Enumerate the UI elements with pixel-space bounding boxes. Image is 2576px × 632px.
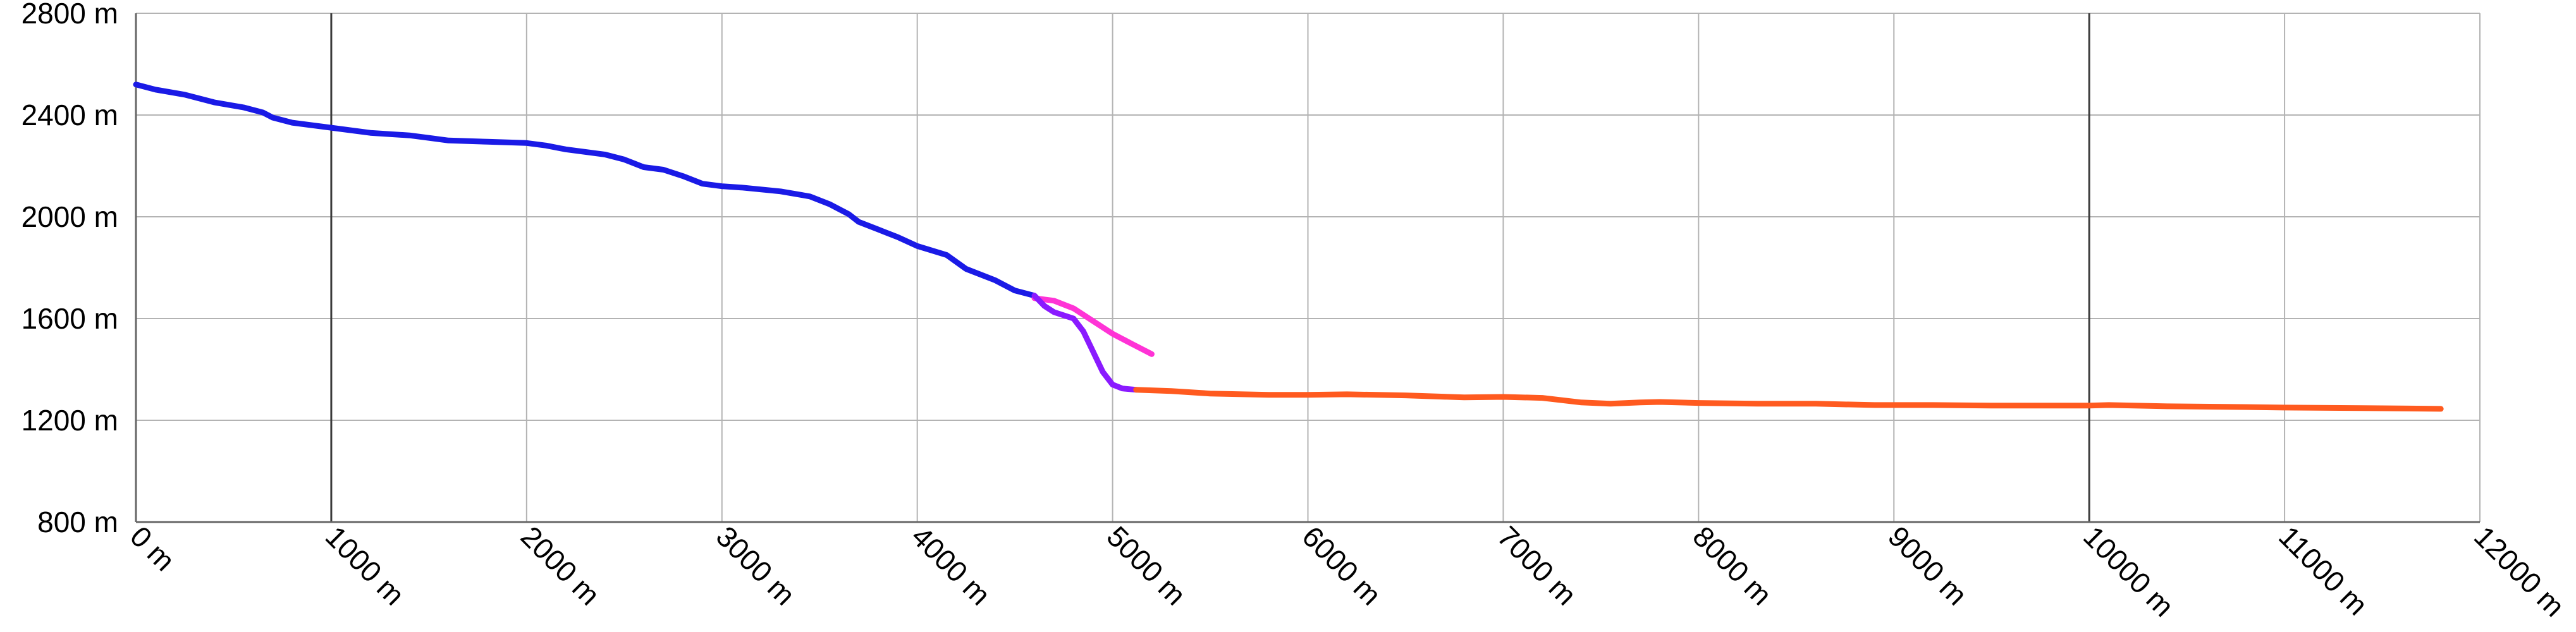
- x-tick-label: 11000 m: [2272, 520, 2374, 621]
- x-tick-label: 4000 m: [905, 520, 997, 611]
- y-tick-label: 2400 m: [21, 99, 118, 131]
- grid-layer: [135, 13, 2481, 523]
- x-tick-labels: 0 m 1000 m 2000 m 3000 m 4000 m 5000 m 6000 m 7…: [124, 520, 2571, 623]
- x-tick-label: 3000 m: [710, 520, 802, 611]
- series-line-1: [133, 82, 1038, 299]
- x-tick-label: 7000 m: [1491, 520, 1583, 611]
- series-line-4: [1133, 387, 2444, 412]
- x-tick-label: 8000 m: [1686, 520, 1778, 611]
- y-tick-label: 1600 m: [21, 302, 118, 335]
- y-tick-labels: 800 m 1200 m 1600 m 2000 m 2400 m 2800 m: [21, 0, 118, 538]
- series-line-3: [1031, 293, 1139, 393]
- y-tick-label: 2800 m: [21, 0, 118, 30]
- y-tick-label: 2000 m: [21, 200, 118, 233]
- x-tick-label: 6000 m: [1296, 520, 1387, 611]
- axes-layer: [135, 13, 2480, 523]
- x-tick-label: 9000 m: [1882, 520, 1973, 611]
- y-tick-label: 1200 m: [21, 404, 118, 437]
- x-tick-label: 0 m: [124, 520, 181, 577]
- series-line-2: [1031, 295, 1155, 357]
- x-tick-label: 10000 m: [2077, 520, 2180, 623]
- series-layer: [133, 82, 2444, 412]
- y-tick-label: 800 m: [37, 506, 118, 538]
- x-tick-label: 1000 m: [319, 520, 411, 611]
- x-tick-label: 12000 m: [2468, 520, 2571, 623]
- x-tick-label: 2000 m: [515, 520, 606, 611]
- x-tick-label: 5000 m: [1101, 520, 1193, 611]
